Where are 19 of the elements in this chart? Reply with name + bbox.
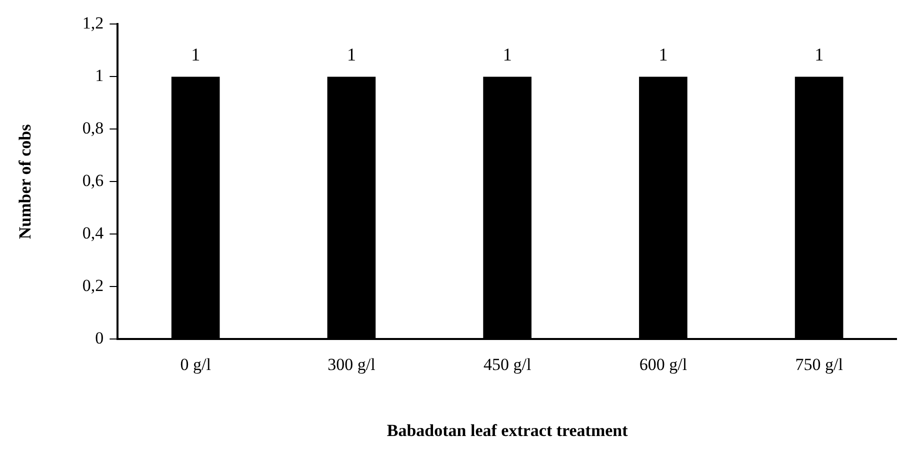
data-label: 1	[814, 44, 824, 64]
x-tick-label: 0 g/l	[180, 354, 212, 374]
x-tick-label: 600 g/l	[639, 354, 688, 374]
data-label: 1	[502, 44, 512, 64]
y-tick-label: 1	[95, 66, 104, 86]
x-tick-label: 750 g/l	[795, 354, 844, 374]
x-tick-label: 300 g/l	[328, 354, 376, 374]
data-label: 1	[191, 44, 200, 64]
y-tick-label: 0,4	[82, 224, 104, 243]
y-axis-title: Number of cobs	[16, 124, 35, 240]
y-tick-label: 0	[95, 328, 104, 348]
y-tick-label: 0,6	[82, 171, 104, 190]
y-tick-label: 0,8	[82, 118, 104, 138]
x-tick-label: 450 g/l	[483, 354, 532, 374]
data-label: 1	[346, 44, 356, 64]
data-label: 1	[658, 44, 668, 64]
y-tick-label: 1,2	[82, 14, 104, 33]
y-tick-label: 0,2	[82, 276, 104, 296]
x-axis-title: Babadotan leaf extract treatment	[386, 421, 628, 440]
